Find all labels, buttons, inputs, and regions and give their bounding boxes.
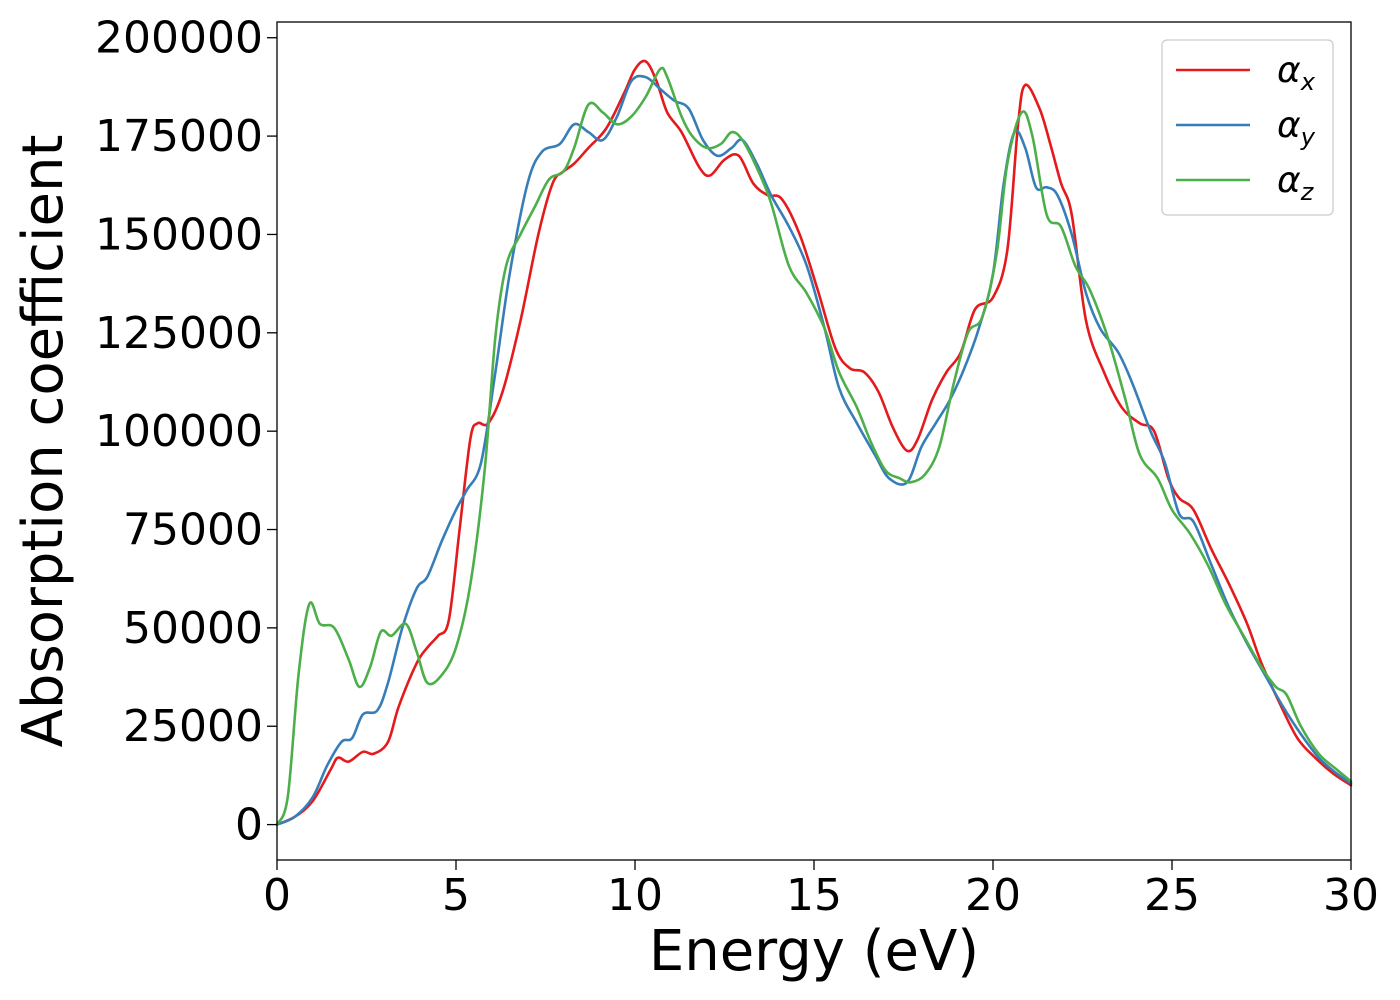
series-line-z — [275, 66, 1353, 826]
y-tick-label: 200000 — [95, 13, 263, 64]
x-tick-label: 15 — [786, 870, 842, 921]
series-line-x — [275, 59, 1353, 826]
legend-label-y: αy — [1277, 105, 1316, 151]
x-tick-label: 20 — [965, 870, 1021, 921]
x-tick-label: 0 — [263, 870, 291, 921]
legend-label-z: αz — [1277, 160, 1315, 206]
y-tick-label: 125000 — [95, 308, 263, 359]
y-tick-label: 25000 — [123, 701, 263, 752]
y-tick-label: 50000 — [123, 603, 263, 654]
x-tick-label: 30 — [1323, 870, 1379, 921]
legend: αx αy αz — [1161, 39, 1334, 216]
x-axis-title: Energy (eV) — [649, 919, 979, 984]
x-tick-label: 25 — [1144, 870, 1200, 921]
legend-box — [1161, 39, 1334, 216]
legend-label-x: αx — [1277, 50, 1316, 96]
y-tick-label: 75000 — [123, 505, 263, 556]
y-tick-label: 0 — [235, 800, 263, 851]
y-axis-ticks: 0 25000 50000 75000 100000 125000 150000 175000… — [95, 13, 277, 851]
x-tick-label: 5 — [442, 870, 470, 921]
series-line-y — [275, 74, 1353, 826]
y-axis-title: Absorption coefficient — [11, 135, 76, 748]
y-tick-label: 150000 — [95, 209, 263, 260]
x-axis-ticks: 0 5 10 15 20 25 30 — [263, 860, 1379, 921]
x-tick-label: 10 — [607, 870, 663, 921]
series-layer — [275, 59, 1353, 826]
y-tick-label: 100000 — [95, 406, 263, 457]
y-tick-label: 175000 — [95, 111, 263, 162]
